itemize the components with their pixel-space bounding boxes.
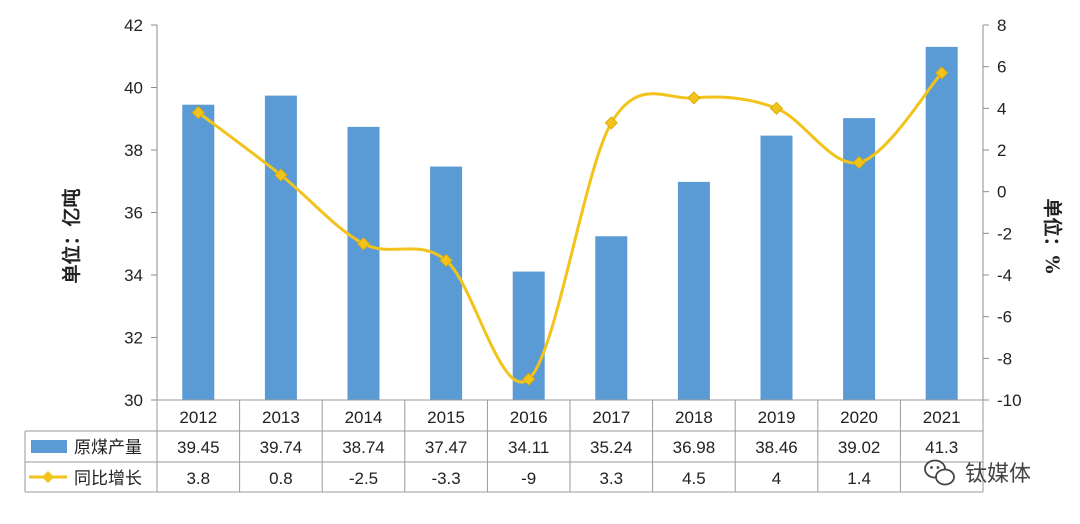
x-tick-label: 2020 [840, 408, 878, 427]
table-cell-growth: 4.5 [682, 469, 706, 488]
table-cell-growth: -2.5 [349, 469, 378, 488]
table-cell-growth: 4 [772, 469, 781, 488]
growth-point-2016 [522, 372, 536, 386]
y-tick-label-right: 6 [997, 58, 1006, 77]
legend-label-bar: 原煤产量 [74, 438, 142, 457]
bar-2017 [595, 236, 628, 400]
growth-point-2021 [935, 66, 949, 80]
y-tick-label-left: 30 [124, 391, 143, 410]
growth-line [197, 71, 943, 384]
table-cell-output: 41.3 [925, 438, 958, 457]
table-cell-growth: 3.3 [599, 469, 623, 488]
growth-point-2012 [191, 105, 205, 120]
y-tick-label-right: -6 [997, 308, 1012, 327]
x-tick-label: 2014 [345, 408, 383, 427]
y-tick-label-left: 36 [124, 204, 143, 223]
table-cell-output: 39.02 [838, 438, 881, 457]
table-cell-growth: -3.3 [431, 469, 460, 488]
y-tick-label-right: 0 [997, 183, 1006, 202]
table-cell-growth: 0.8 [269, 469, 293, 488]
table-cell-growth: 3.8 [186, 469, 210, 488]
y-tick-label-left: 42 [124, 16, 143, 35]
growth-point-2018 [687, 91, 701, 105]
data-table: 2012 2013 2014 2015 2016 2017 2018 2019 2020 2021… [24, 399, 984, 493]
x-tick-label: 2021 [923, 408, 961, 427]
y-axis-title-left: 单位：亿吨 [60, 188, 83, 283]
table-cell-output: 39.74 [260, 438, 303, 457]
x-tick-label: 2016 [510, 408, 548, 427]
y-tick-label-right: -10 [997, 391, 1022, 410]
growth-point-2017 [604, 116, 618, 130]
line-layer [191, 66, 949, 386]
y-tick-label-right: -2 [997, 224, 1012, 243]
table-cell-output: 37.47 [425, 438, 468, 457]
y-tick-label-right: 2 [997, 141, 1006, 160]
y-tick-label-left: 38 [124, 141, 143, 160]
bar-2021 [925, 46, 958, 400]
bar-2013 [264, 95, 297, 400]
table-cell-output: 34.11 [508, 438, 549, 457]
y-tick-label-left: 32 [124, 329, 143, 348]
growth-point-2013 [274, 168, 288, 182]
bars-layer [182, 46, 958, 400]
axes-layer: 30 32 34 36 38 40 42 -10 -8 -6 -4 -2 0 2 4 6 8 [124, 16, 1022, 410]
bar-2012 [182, 104, 215, 400]
y-tick-label-right: 8 [997, 16, 1006, 35]
legend-label-line: 同比增长 [74, 469, 142, 488]
watermark: 钛媒体 [924, 459, 1031, 486]
growth-point-2020 [852, 155, 866, 170]
table-cell-output: 38.74 [342, 438, 385, 457]
bar-2018 [677, 181, 710, 400]
wechat-icon [924, 459, 955, 486]
table-cell-growth: -9 [521, 469, 536, 488]
table-cell-output: 39.45 [177, 438, 220, 457]
x-tick-label: 2013 [262, 408, 300, 427]
x-tick-label: 2017 [592, 408, 630, 427]
legend-key-marker [42, 471, 54, 483]
x-tick-label: 2012 [179, 408, 217, 427]
y-tick-label-right: -4 [997, 266, 1012, 285]
bar-2014 [347, 126, 380, 400]
table-cell-output: 36.98 [673, 438, 716, 457]
x-tick-label: 2019 [758, 408, 796, 427]
growth-point-2014 [356, 237, 371, 251]
watermark-text: 钛媒体 [965, 461, 1031, 486]
table-cell-output: 35.24 [590, 438, 633, 457]
table-cell-growth: 1.4 [847, 469, 871, 488]
y-tick-label-left: 40 [124, 79, 143, 98]
table-cell-output: 38.46 [755, 438, 798, 457]
growth-point-2015 [439, 253, 453, 267]
legend-key-bar [31, 440, 67, 453]
bar-2015 [430, 166, 463, 400]
x-tick-label: 2015 [427, 408, 465, 427]
growth-point-2019 [769, 101, 784, 115]
y-tick-label-left: 34 [124, 266, 143, 285]
bar-2019 [760, 135, 793, 400]
y-tick-label-right: -8 [997, 349, 1012, 368]
y-axis-title-right: 单位：% [1041, 198, 1064, 273]
x-tick-label: 2018 [675, 408, 713, 427]
y-tick-label-right: 4 [997, 99, 1006, 118]
